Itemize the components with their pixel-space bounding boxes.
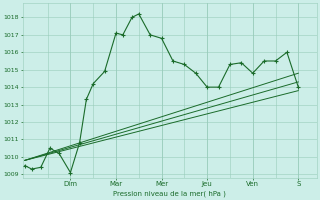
X-axis label: Pression niveau de la mer( hPa ): Pression niveau de la mer( hPa ) xyxy=(113,190,226,197)
